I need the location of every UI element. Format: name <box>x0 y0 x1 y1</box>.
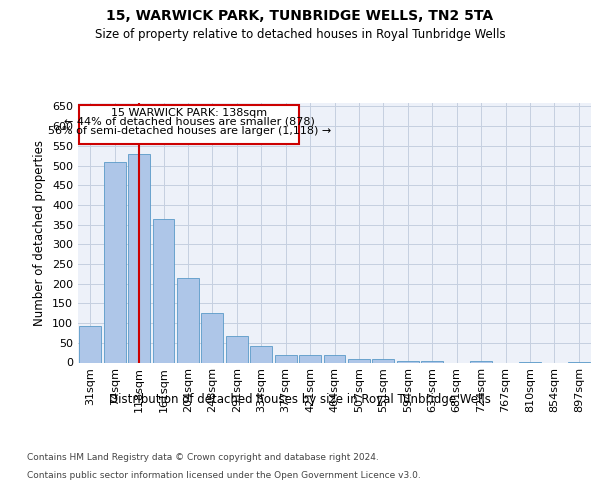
Bar <box>299 354 321 362</box>
Bar <box>152 218 175 362</box>
Text: ← 44% of detached houses are smaller (878): ← 44% of detached houses are smaller (87… <box>64 116 314 126</box>
Y-axis label: Number of detached properties: Number of detached properties <box>34 140 46 326</box>
Bar <box>226 336 248 362</box>
Bar <box>373 358 394 362</box>
Bar <box>348 358 370 362</box>
Bar <box>250 346 272 362</box>
Bar <box>177 278 199 362</box>
Bar <box>397 360 419 362</box>
Bar <box>202 314 223 362</box>
Text: Contains public sector information licensed under the Open Government Licence v3: Contains public sector information licen… <box>27 471 421 480</box>
Text: Contains HM Land Registry data © Crown copyright and database right 2024.: Contains HM Land Registry data © Crown c… <box>27 452 379 462</box>
Bar <box>323 354 346 362</box>
Text: 56% of semi-detached houses are larger (1,118) →: 56% of semi-detached houses are larger (… <box>47 126 331 136</box>
Text: 15 WARWICK PARK: 138sqm: 15 WARWICK PARK: 138sqm <box>111 108 267 118</box>
Bar <box>79 326 101 362</box>
Text: 15, WARWICK PARK, TUNBRIDGE WELLS, TN2 5TA: 15, WARWICK PARK, TUNBRIDGE WELLS, TN2 5… <box>106 9 494 23</box>
FancyBboxPatch shape <box>79 106 299 144</box>
Text: Distribution of detached houses by size in Royal Tunbridge Wells: Distribution of detached houses by size … <box>109 392 491 406</box>
Bar <box>104 162 125 362</box>
Bar <box>128 154 150 362</box>
Text: Size of property relative to detached houses in Royal Tunbridge Wells: Size of property relative to detached ho… <box>95 28 505 41</box>
Bar <box>275 356 296 362</box>
